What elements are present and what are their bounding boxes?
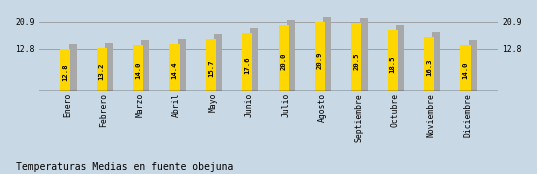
- Text: 20.9: 20.9: [317, 52, 323, 69]
- Bar: [141, 40, 149, 92]
- Text: 12.8: 12.8: [62, 64, 68, 81]
- Bar: [69, 44, 77, 92]
- Bar: [388, 30, 398, 92]
- Bar: [396, 25, 404, 92]
- Bar: [351, 23, 361, 92]
- Bar: [133, 45, 143, 92]
- Bar: [105, 43, 113, 92]
- Bar: [432, 32, 440, 92]
- Bar: [460, 45, 470, 92]
- Text: 15.7: 15.7: [208, 59, 214, 77]
- Text: 17.6: 17.6: [244, 56, 250, 74]
- Bar: [60, 49, 70, 92]
- Bar: [214, 34, 222, 92]
- Bar: [178, 39, 186, 92]
- Text: Temperaturas Medias en fuente obejuna: Temperaturas Medias en fuente obejuna: [16, 162, 234, 172]
- Text: 13.2: 13.2: [99, 63, 105, 80]
- Bar: [424, 37, 434, 92]
- Bar: [206, 39, 216, 92]
- Text: 14.0: 14.0: [462, 62, 468, 79]
- Text: 16.3: 16.3: [426, 58, 432, 76]
- Bar: [279, 25, 289, 92]
- Bar: [323, 17, 331, 92]
- Text: 18.5: 18.5: [390, 55, 396, 73]
- Bar: [169, 44, 179, 92]
- Text: 14.4: 14.4: [171, 61, 177, 79]
- Text: 20.5: 20.5: [353, 52, 359, 70]
- Text: 20.0: 20.0: [281, 53, 287, 70]
- Bar: [242, 33, 252, 92]
- Bar: [360, 18, 368, 92]
- Text: 14.0: 14.0: [135, 62, 141, 79]
- Bar: [287, 20, 295, 92]
- Bar: [469, 40, 477, 92]
- Bar: [97, 48, 107, 92]
- Bar: [315, 22, 325, 92]
- Bar: [250, 28, 258, 92]
